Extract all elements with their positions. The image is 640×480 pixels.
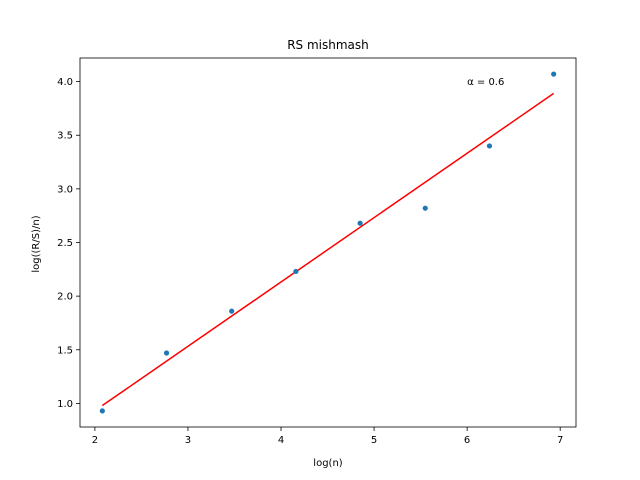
- data-point: [99, 408, 105, 414]
- chart-title: RS mishmash: [287, 38, 369, 52]
- y-axis-label: log((R/S)/n): [31, 215, 42, 272]
- x-tick-label: 6: [464, 435, 470, 446]
- x-tick-label: 3: [185, 435, 191, 446]
- y-tick-label: 1.0: [57, 399, 73, 410]
- data-point: [163, 350, 170, 356]
- y-tick-label: 1.5: [57, 345, 73, 356]
- x-tick-label: 4: [278, 435, 284, 446]
- data-point: [486, 143, 493, 149]
- data-point: [422, 205, 428, 211]
- y-tick-label: 3.0: [57, 184, 73, 195]
- x-tick-label: 2: [92, 435, 98, 446]
- x-tick-label: 5: [371, 435, 377, 446]
- plot-frame: [79, 57, 577, 428]
- x-axis-label: log(n): [313, 458, 342, 469]
- data-point: [293, 268, 299, 275]
- y-tick-label: 3.5: [57, 131, 73, 142]
- data-point: [357, 220, 363, 226]
- data-point: [551, 71, 557, 77]
- y-tick-label: 2.5: [57, 238, 73, 249]
- plot-area: 2 3 4 5 6 7 1.0 1.5 2.0 2.5 3.0 3.5 4.0 α = 0.6: [57, 57, 577, 446]
- x-tick-label: 7: [557, 435, 563, 446]
- alpha-annotation: α = 0.6: [467, 77, 504, 88]
- data-point: [229, 308, 235, 314]
- fit-line: [101, 92, 555, 407]
- y-tick-label: 2.0: [57, 292, 73, 303]
- y-tick-label: 4.0: [57, 77, 73, 88]
